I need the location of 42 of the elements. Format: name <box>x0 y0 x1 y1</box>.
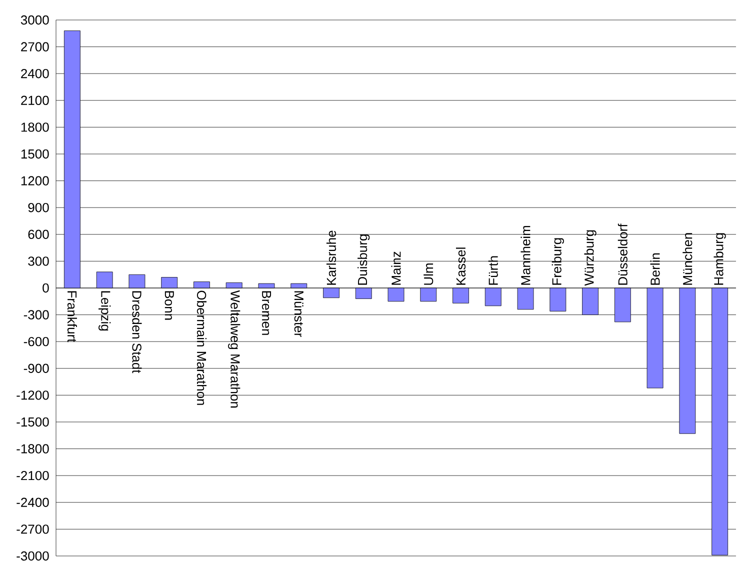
x-tick-label: Dresden Stadt <box>132 291 142 374</box>
x-tick-label: Freiburg <box>552 238 564 285</box>
x-tick-label: Mannheim <box>520 226 530 285</box>
y-tick-label: -1800 <box>16 444 49 454</box>
x-tick-label: Würzburg <box>584 230 596 286</box>
x-tick-label: Mainz <box>391 252 401 285</box>
x-tick-label: Berlin <box>650 253 660 285</box>
y-tick-label: -1500 <box>16 417 49 427</box>
y-tick-label: 900 <box>28 202 49 212</box>
y-tick-label: -3000 <box>16 551 49 561</box>
y-tick-label: 1800 <box>21 122 49 132</box>
x-tick-label: Ulm <box>424 264 434 285</box>
x-tick-label: Bremen <box>262 291 272 335</box>
y-tick-label: 2100 <box>21 96 49 105</box>
y-tick-label: 2400 <box>21 68 49 78</box>
x-tick-label: Münster <box>294 291 304 337</box>
y-tick-label: 0 <box>42 283 49 293</box>
y-tick-label: 300 <box>28 256 49 266</box>
y-tick-label: -300 <box>24 310 49 320</box>
y-tick-label: -2700 <box>16 524 49 534</box>
x-tick-label: Leipzig <box>98 291 111 331</box>
y-tick-label: 2700 <box>21 42 49 52</box>
x-tick-label: Karlsruhe <box>326 230 336 285</box>
x-tick-label: Fürth <box>488 256 498 285</box>
x-tick-label: Kassel <box>456 248 466 285</box>
x-tick-label: Duisburg <box>358 234 370 285</box>
y-tick-label: -2100 <box>16 470 49 480</box>
y-tick-label: -900 <box>24 364 49 373</box>
x-tick-label: Bonn <box>164 291 174 320</box>
y-tick-label: -600 <box>24 336 49 346</box>
y-tick-label: 1200 <box>21 176 49 186</box>
y-tick-label: 600 <box>28 230 49 239</box>
y-tick-label: 1500 <box>21 149 49 159</box>
y-tick-label: -2400 <box>16 498 49 507</box>
x-tick-label: Frankfurt <box>67 291 77 342</box>
x-tick-label: Hamburg <box>714 233 726 285</box>
x-tick-label: München <box>682 233 692 285</box>
x-tick-label: Weltalweg Marathon <box>228 290 240 408</box>
x-tick-label: Düsseldorf <box>618 224 628 285</box>
y-tick-label: -1200 <box>16 390 49 400</box>
x-tick-label: Obermain Marathon <box>196 290 207 405</box>
y-tick-label: 3000 <box>20 15 49 25</box>
